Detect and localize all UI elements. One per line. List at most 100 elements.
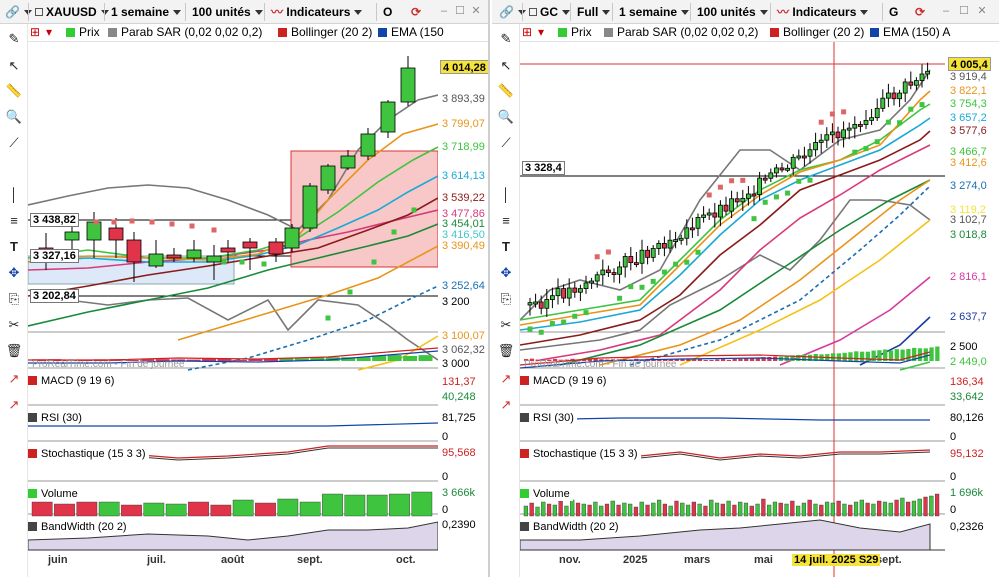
right-volume-label[interactable]: Volume (520, 487, 573, 501)
window-icon (529, 8, 537, 16)
zoom-icon[interactable]: 🔍 (497, 109, 515, 124)
text-tool-icon[interactable]: T (502, 239, 510, 254)
units-selector[interactable]: 100 unités (694, 3, 768, 21)
extra-menu-button[interactable]: O (383, 5, 393, 19)
sar-dot (189, 223, 195, 229)
right-macd-label[interactable]: MACD (9 19 6) (520, 374, 610, 388)
indicators-button[interactable]: 〰 Indicateurs (774, 3, 869, 21)
move-icon[interactable]: ✥ (500, 265, 512, 280)
candle-body (360, 133, 376, 157)
indicator-bollinger[interactable]: Bollinger (20 2) (278, 24, 372, 41)
remove-indicator-icon[interactable]: ⊞ (30, 25, 41, 39)
close-button[interactable]: ✕ (471, 5, 481, 17)
close-button[interactable]: ✕ (977, 5, 987, 17)
sar-dot (807, 177, 813, 183)
horizontal-line-label[interactable]: 3 327,16 (30, 249, 79, 263)
indicator-psar[interactable]: Parab SAR (0,02 0,02 0,2) (604, 24, 758, 41)
copy-icon[interactable]: ⎘ (8, 291, 20, 306)
dropdown-arrow-icon[interactable]: ▾ (46, 25, 53, 39)
left-stoch-label[interactable]: Stochastique (15 3 3) (28, 447, 149, 461)
left-macd-label[interactable]: MACD (9 19 6) (28, 374, 118, 388)
units-selector[interactable]: 100 unités (189, 3, 263, 21)
candle-body (723, 204, 729, 212)
sar-dot (221, 259, 227, 265)
minimize-button[interactable]: – (440, 5, 448, 17)
symbol-selector[interactable]: XAUUSD (32, 3, 109, 21)
minimize-button[interactable]: – (942, 5, 950, 17)
horizontal-line-label[interactable]: 3 438,82 (30, 213, 79, 227)
chain-link-icon[interactable]: 🔗 (2, 3, 32, 21)
trash-icon[interactable]: 🗑 (5, 343, 23, 358)
left-volume-label[interactable]: Volume (28, 487, 81, 501)
left-toolbar: 🔗 XAUUSD 1 semaine 100 unités 〰 Indicate… (0, 0, 488, 24)
indicator-ema[interactable]: EMA (150) A (870, 24, 950, 41)
indicator-add-icon-2[interactable]: ↗ (8, 397, 20, 412)
indicator-bollinger[interactable]: Bollinger (20 2) (770, 24, 864, 41)
vertical-line-icon[interactable]: │ (501, 187, 511, 202)
left-rsi-label[interactable]: RSI (30) (28, 411, 85, 425)
symbol-selector[interactable]: GC (526, 3, 570, 21)
extra-menu-button[interactable]: G (889, 5, 899, 19)
ruler-icon[interactable]: 📏 (5, 83, 23, 98)
right-stoch-label[interactable]: Stochastique (15 3 3) (520, 447, 641, 461)
period-selector[interactable]: 1 semaine (616, 3, 690, 21)
indicator-ema[interactable]: EMA (150 (378, 24, 444, 41)
period-type-selector[interactable]: Full (574, 3, 611, 21)
left-bandwidth-label[interactable]: BandWidth (20 2) (28, 520, 130, 534)
cursor-icon[interactable]: ↖ (500, 58, 512, 73)
right-rsi-label[interactable]: RSI (30) (520, 411, 577, 425)
indicator-add-icon[interactable]: ↗ (500, 371, 512, 386)
refresh-icon[interactable]: ⟳ (915, 5, 926, 19)
price-axis-label: 3 614,13 (442, 170, 485, 182)
macd-bar (894, 349, 899, 361)
indicators-button[interactable]: 〰 Indicateurs (268, 3, 363, 21)
pencil-icon[interactable]: ✎ (500, 31, 512, 46)
dropdown-arrow-icon[interactable]: ▾ (538, 25, 545, 39)
move-icon[interactable]: ✥ (8, 265, 20, 280)
vertical-line-icon[interactable]: │ (9, 187, 19, 202)
chain-link-icon[interactable]: 🔗 (496, 3, 526, 21)
line-tool-icon[interactable]: ⟋ (9, 135, 19, 150)
rsi-icon (520, 413, 529, 422)
indicator-price[interactable]: Prix (66, 24, 100, 41)
tools-icon[interactable]: ✂ (500, 317, 512, 332)
macd-bar (680, 359, 685, 361)
line-tool-icon[interactable]: ⟋ (501, 135, 511, 150)
sar-dot (628, 284, 634, 290)
pencil-icon[interactable]: ✎ (8, 31, 20, 46)
candle-body (757, 177, 763, 196)
text-tool-icon[interactable]: T (10, 239, 18, 254)
ema-line (559, 179, 931, 366)
sar-dot (111, 219, 117, 225)
remove-indicator-icon[interactable]: ⊞ (522, 25, 533, 39)
tools-icon[interactable]: ✂ (8, 317, 20, 332)
zoom-icon[interactable]: 🔍 (5, 109, 23, 124)
maximize-button[interactable]: ☐ (455, 5, 465, 17)
indicator-psar[interactable]: Parab SAR (0,02 0,02 0,2) (108, 24, 262, 41)
cursor-icon[interactable]: ↖ (8, 58, 20, 73)
refresh-icon[interactable]: ⟳ (411, 5, 422, 19)
maximize-button[interactable]: ☐ (959, 5, 969, 17)
horizontal-line-label[interactable]: 3 328,4 (522, 161, 565, 175)
indicator-price[interactable]: Prix (558, 24, 592, 41)
fibonacci-icon[interactable]: ≡ (502, 213, 510, 228)
candle-body (400, 67, 416, 103)
indicator-add-icon-2[interactable]: ↗ (500, 397, 512, 412)
volume-bar (645, 504, 650, 517)
candle-body (874, 107, 880, 119)
volume-value-1: 1 696k (950, 487, 984, 499)
right-price-chart[interactable] (520, 42, 945, 577)
trash-icon[interactable]: 🗑 (497, 343, 515, 358)
volume-bar (232, 499, 254, 517)
right-bandwidth-label[interactable]: BandWidth (20 2) (520, 520, 622, 534)
period-selector[interactable]: 1 semaine (108, 3, 182, 21)
fibonacci-icon[interactable]: ≡ (10, 213, 18, 228)
macd-bar (310, 357, 325, 361)
bandwidth-value: 0,2326 (950, 521, 984, 533)
copy-icon[interactable]: ⎘ (500, 291, 512, 306)
horizontal-line-label[interactable]: 3 202,84 (30, 289, 79, 303)
indicator-add-icon[interactable]: ↗ (8, 371, 20, 386)
left-price-chart[interactable] (28, 42, 438, 577)
ruler-icon[interactable]: 📏 (497, 83, 515, 98)
volume-bar (929, 495, 934, 517)
